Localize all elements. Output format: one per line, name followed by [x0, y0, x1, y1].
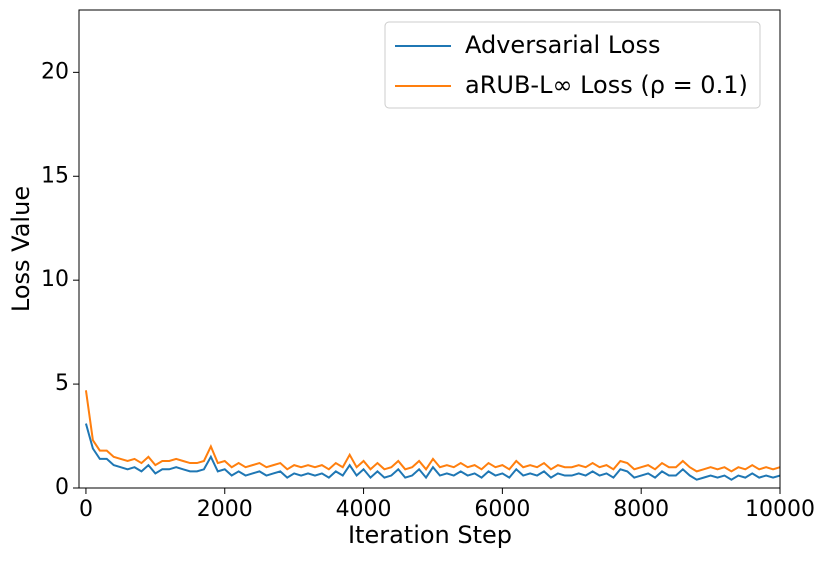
- x-tick-label: 0: [79, 497, 93, 522]
- x-tick-label: 4000: [336, 497, 392, 522]
- legend-box: [384, 21, 761, 109]
- line-series: [84, 390, 781, 473]
- y-tick-label: 15: [41, 163, 69, 188]
- x-tick-label: 2000: [197, 497, 253, 522]
- y-tick-label: 10: [41, 267, 69, 292]
- legend-label: aRUB-L∞ Loss (ρ = 0.1): [465, 71, 748, 99]
- y-tick-label: 20: [41, 59, 69, 84]
- x-tick-label: 6000: [474, 497, 530, 522]
- x-axis-label: Iteration Step: [348, 521, 512, 549]
- y-axis-label: Loss Value: [7, 186, 35, 312]
- plot-frame: [78, 9, 781, 489]
- y-tick-label: 0: [55, 475, 69, 500]
- x-tick-label: 8000: [613, 497, 669, 522]
- y-tick-label: 5: [55, 371, 69, 396]
- line-series: [84, 423, 781, 481]
- x-tick-label: 10000: [745, 497, 815, 522]
- legend-label: Adversarial Loss: [465, 31, 660, 59]
